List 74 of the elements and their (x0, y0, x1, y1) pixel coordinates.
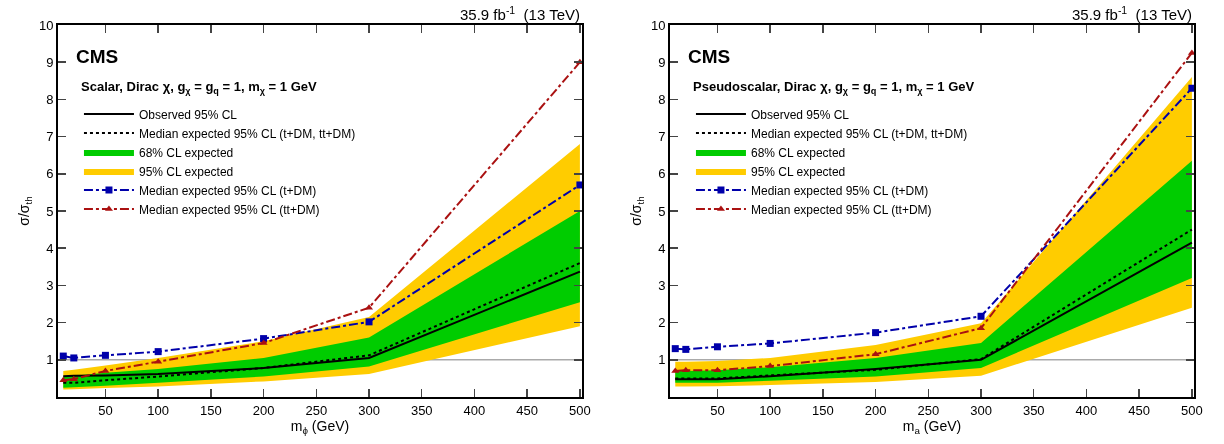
y-tick-label: 5 (658, 203, 666, 219)
x-tick-label: 450 (516, 402, 539, 418)
x-tick-label: 50 (98, 402, 113, 418)
text: 35.9 fb$^{-1}$ (13 TeV) (460, 4, 580, 24)
x-tick-label: 100 (147, 402, 170, 418)
y-tick-label: 10 (38, 17, 54, 33)
x-tick-label: 200 (252, 402, 275, 418)
legend-label: 95% CL expected (750, 164, 846, 179)
annotation: CMS (688, 46, 731, 67)
y-tick-label: 5 (46, 203, 54, 219)
legend-label: Median expected 95% CL (t+DM) (138, 183, 317, 198)
annotation: Scalar, Dirac χ, g$_{χ}$ = g$_{q}$ = 1, m$_{χ}$ = 1 GeV (81, 79, 317, 96)
point (576, 181, 582, 189)
legend-label: Median expected 95% CL (t+DM, tt+DM) (138, 126, 356, 141)
x-tick-label: 300 (358, 402, 380, 418)
y-tick-label: 4 (46, 240, 54, 256)
point (682, 345, 690, 353)
x-tick-label: 450 (1128, 402, 1151, 418)
point (1187, 49, 1194, 55)
legend-label: Median expected 95% CL (tt+DM) (138, 202, 320, 217)
y-tick-label: 8 (46, 91, 54, 107)
x-tick-label: 150 (812, 402, 834, 418)
y-tick-label: 10 (650, 17, 666, 33)
point (872, 329, 880, 337)
y-tick-label: 1 (658, 352, 666, 368)
point (365, 318, 373, 326)
legend-label: Median expected 95% CL (t+DM) (750, 183, 929, 198)
x-tick-label: 250 (305, 402, 328, 418)
y-tick-label: 2 (46, 315, 54, 331)
y-tick-label: 3 (658, 277, 666, 293)
point (70, 354, 78, 362)
point (101, 351, 109, 359)
annotation: Pseudoscalar, Dirac χ, g$_{χ}$ = g$_{q}$ = 1, m$_{χ}$ = 1 GeV (693, 79, 975, 96)
x-tick-label: 150 (200, 402, 222, 418)
x-tick-label: 50 (710, 402, 725, 418)
x-axis-title: m$_{ϕ}$ (GeV) (290, 417, 350, 436)
x-tick-label: 300 (970, 402, 992, 418)
x-tick-label: 350 (410, 402, 433, 418)
text: 35.9 fb$^{-1}$ (13 TeV) (1072, 4, 1192, 24)
y-tick-label: 6 (46, 166, 54, 182)
y-tick-label: 3 (46, 277, 54, 293)
x-tick-label: 100 (759, 402, 782, 418)
legend-label: Median expected 95% CL (tt+DM) (750, 202, 932, 217)
y-tick-label: 4 (658, 240, 666, 256)
x-tick-label: 200 (864, 402, 887, 418)
x-tick-label: 500 (1181, 402, 1203, 418)
point (671, 345, 679, 353)
legend-label: 68% CL expected (138, 145, 234, 160)
y-tick-label: 9 (46, 54, 54, 70)
y-tick-label: 1 (46, 352, 54, 368)
point (713, 343, 721, 351)
point (154, 348, 162, 356)
y-tick-label: 8 (658, 91, 666, 107)
point (977, 312, 985, 320)
annotation: CMS (76, 46, 119, 67)
y-tick-label: 6 (658, 166, 666, 182)
x-tick-label: 500 (569, 402, 591, 418)
legend-label: Median expected 95% CL (t+DM, tt+DM) (750, 126, 968, 141)
point (1188, 84, 1194, 92)
point (59, 376, 68, 383)
x-tick-label: 250 (917, 402, 940, 418)
point (766, 339, 774, 347)
y-tick-label: 7 (46, 129, 54, 145)
y-tick-label: 7 (658, 129, 666, 145)
legend-label: 95% CL expected (138, 164, 234, 179)
y-tick-label: 2 (658, 315, 666, 331)
legend-label: Observed 95% CL (138, 107, 238, 122)
y-tick-label: 9 (658, 54, 666, 70)
legend-label: 68% CL expected (750, 145, 846, 160)
x-tick-label: 400 (463, 402, 486, 418)
x-axis-title: m$_{a}$ (GeV) (902, 417, 962, 436)
x-tick-label: 400 (1075, 402, 1098, 418)
x-tick-label: 350 (1022, 402, 1045, 418)
legend-label: Observed 95% CL (750, 107, 850, 122)
